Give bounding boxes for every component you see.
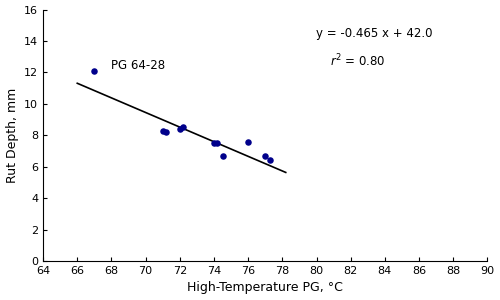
Point [176, 127, 184, 131]
Point [158, 128, 166, 133]
Point [214, 141, 222, 146]
Point [210, 141, 218, 146]
Point [90, 68, 98, 73]
X-axis label: High-Temperature PG, °C: High-Temperature PG, °C [188, 281, 343, 294]
Point [261, 153, 269, 158]
Point [266, 158, 274, 163]
Point [162, 130, 170, 134]
Y-axis label: Rut Depth, mm: Rut Depth, mm [6, 88, 18, 183]
Text: PG 64-28: PG 64-28 [112, 59, 166, 72]
Text: $r^2$ = 0.80: $r^2$ = 0.80 [330, 52, 385, 69]
Point [218, 153, 226, 158]
Point [179, 125, 187, 130]
Point [244, 139, 252, 144]
Text: y = -0.465 x + 42.0: y = -0.465 x + 42.0 [316, 27, 433, 40]
